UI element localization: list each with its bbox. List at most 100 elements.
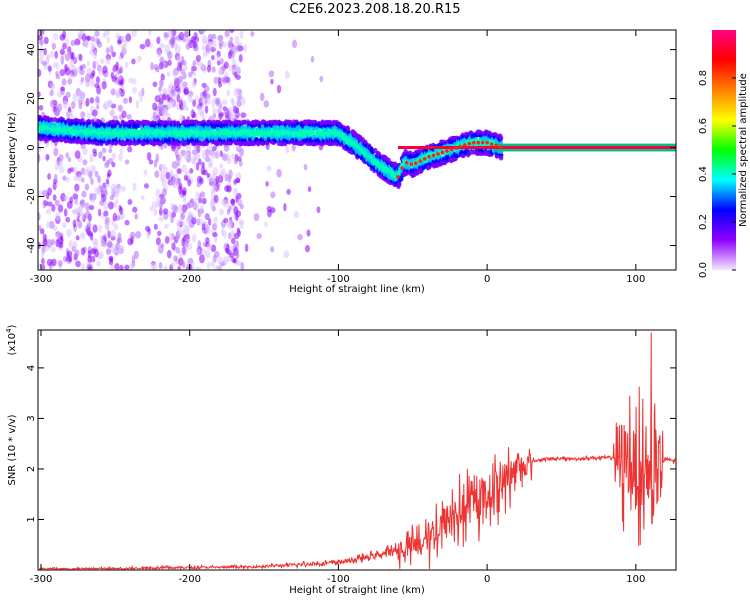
noise-point bbox=[48, 220, 55, 229]
noise-point bbox=[145, 225, 151, 232]
noise-point bbox=[183, 151, 190, 160]
noise-point bbox=[181, 204, 188, 213]
y-tick-label: 40 bbox=[26, 43, 37, 56]
colorbar-tick-label: 0.6 bbox=[698, 118, 709, 134]
noise-point bbox=[99, 234, 104, 241]
noise-point bbox=[170, 216, 174, 224]
noise-point bbox=[219, 66, 223, 75]
noise-point bbox=[205, 213, 210, 221]
ridge-point bbox=[498, 155, 504, 161]
noise-point bbox=[38, 225, 42, 231]
noise-point bbox=[268, 70, 275, 78]
noise-point bbox=[84, 73, 91, 83]
noise-point bbox=[201, 248, 207, 257]
noise-point bbox=[120, 47, 127, 56]
noise-point bbox=[55, 70, 59, 77]
noise-point bbox=[192, 202, 198, 209]
noise-point bbox=[108, 148, 113, 154]
noise-point bbox=[41, 257, 45, 265]
noise-point bbox=[49, 89, 54, 97]
colorbar-tick-label: 0.0 bbox=[698, 262, 709, 278]
noise-point bbox=[158, 93, 163, 102]
noise-point bbox=[76, 216, 80, 223]
noise-point bbox=[217, 256, 223, 265]
noise-point bbox=[189, 110, 193, 116]
noise-point bbox=[47, 201, 53, 207]
noise-point bbox=[212, 167, 219, 176]
noise-point bbox=[164, 236, 170, 244]
noise-point bbox=[50, 258, 57, 267]
noise-point bbox=[50, 246, 56, 252]
noise-point bbox=[80, 262, 86, 270]
noise-point bbox=[163, 223, 169, 229]
noise-point bbox=[192, 99, 197, 107]
noise-point bbox=[192, 60, 196, 67]
ridge-peak-point bbox=[427, 155, 431, 159]
noise-point bbox=[55, 211, 61, 221]
noise-point bbox=[203, 85, 210, 93]
noise-point bbox=[47, 65, 52, 72]
noise-point bbox=[163, 265, 168, 270]
noise-point bbox=[208, 218, 212, 226]
noise-point bbox=[181, 261, 186, 269]
noise-point bbox=[188, 242, 193, 250]
noise-point bbox=[45, 208, 52, 215]
noise-point bbox=[107, 240, 113, 249]
noise-point bbox=[79, 199, 84, 206]
noise-point bbox=[159, 56, 165, 65]
noise-point bbox=[292, 39, 298, 49]
noise-point bbox=[205, 250, 211, 259]
noise-point bbox=[167, 30, 174, 37]
noise-point bbox=[85, 166, 90, 174]
noise-point bbox=[307, 186, 312, 192]
noise-point bbox=[113, 185, 118, 193]
noise-point bbox=[53, 110, 60, 117]
ridge-peak-point bbox=[422, 157, 427, 161]
noise-point bbox=[102, 32, 107, 39]
noise-point bbox=[102, 65, 108, 74]
x-tick-label: -100 bbox=[327, 274, 350, 285]
noise-point bbox=[164, 44, 171, 53]
noise-point bbox=[183, 64, 188, 71]
noise-point bbox=[69, 59, 75, 68]
noise-point bbox=[239, 159, 243, 167]
noise-point bbox=[105, 47, 110, 55]
noise-point bbox=[67, 167, 72, 174]
noise-point bbox=[39, 39, 44, 46]
noise-point bbox=[199, 208, 203, 216]
noise-point bbox=[172, 70, 178, 77]
noise-point bbox=[230, 230, 235, 238]
noise-point bbox=[143, 169, 148, 176]
noise-point bbox=[153, 63, 159, 71]
noise-point bbox=[97, 183, 102, 192]
noise-point bbox=[114, 262, 120, 270]
noise-point bbox=[66, 176, 71, 183]
noise-point bbox=[49, 50, 56, 59]
noise-point bbox=[121, 110, 127, 119]
ridge-peak-point bbox=[396, 175, 400, 179]
noise-point bbox=[270, 191, 276, 199]
noise-point bbox=[181, 247, 188, 256]
noise-point bbox=[104, 216, 110, 226]
noise-point bbox=[100, 239, 106, 247]
noise-point bbox=[223, 217, 229, 224]
noise-point bbox=[46, 221, 50, 229]
noise-point bbox=[90, 110, 97, 117]
noise-point bbox=[131, 30, 138, 37]
noise-point bbox=[110, 88, 116, 96]
y-tick-label: -20 bbox=[26, 188, 37, 204]
noise-point bbox=[112, 212, 117, 222]
noise-point bbox=[93, 241, 99, 249]
noise-point bbox=[66, 228, 72, 238]
noise-point bbox=[89, 49, 93, 56]
noise-point bbox=[74, 183, 80, 192]
noise-point bbox=[233, 187, 239, 197]
noise-point bbox=[175, 103, 180, 110]
noise-point bbox=[224, 173, 229, 182]
noise-point bbox=[107, 100, 113, 108]
noise-point bbox=[210, 188, 216, 198]
noise-point bbox=[140, 194, 145, 201]
noise-point bbox=[65, 216, 71, 223]
noise-point bbox=[229, 111, 234, 118]
